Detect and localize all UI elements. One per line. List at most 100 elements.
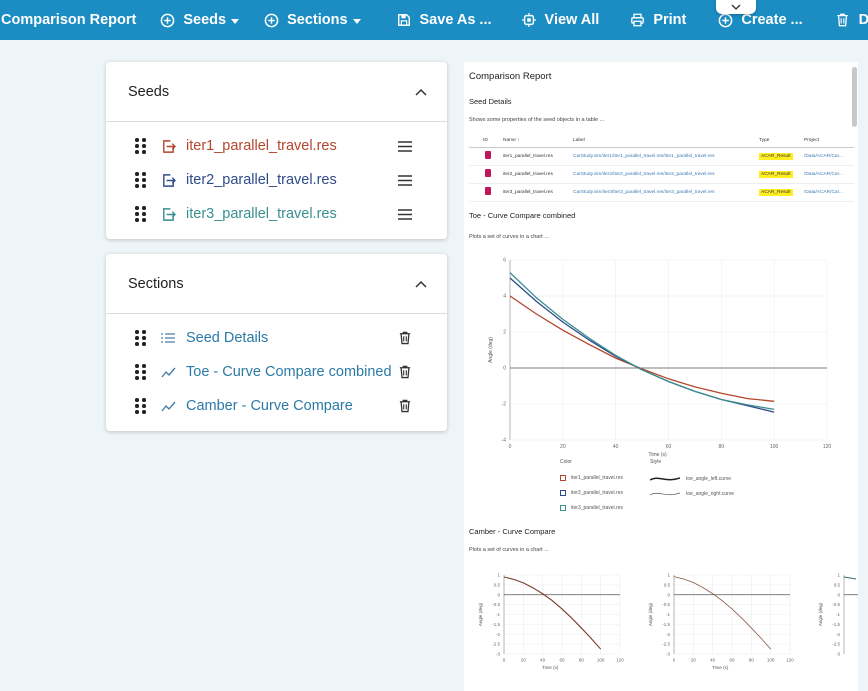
series-line bbox=[509, 272, 775, 411]
checkbox-icon[interactable] bbox=[560, 505, 566, 511]
seed-item-label: iter1_parallel_travel.res bbox=[186, 138, 337, 154]
scrollbar[interactable] bbox=[852, 67, 857, 127]
delete-button[interactable]: Delete bbox=[835, 0, 868, 40]
section-item-label: Toe - Curve Compare combined bbox=[186, 364, 392, 380]
add-circle-icon bbox=[717, 12, 733, 28]
y-tick-label: -0.5 bbox=[662, 602, 670, 607]
x-tick-label: 120 bbox=[823, 444, 832, 450]
y-tick-label: 0.5 bbox=[834, 582, 841, 587]
x-tick-label: 40 bbox=[540, 658, 546, 663]
seeds-panel: Seeds iter1_parallel_travel.res iter2_pa… bbox=[106, 62, 447, 239]
seeds-menu-button[interactable]: Seeds bbox=[159, 0, 240, 40]
seed-details-heading: Seed Details bbox=[469, 97, 512, 106]
hamburger-menu-icon[interactable] bbox=[397, 138, 413, 154]
table-column-header[interactable]: Project bbox=[804, 135, 854, 148]
x-tick-label: 100 bbox=[770, 444, 779, 450]
drag-handle-icon[interactable] bbox=[135, 172, 146, 188]
type-badge: ACAR_Result bbox=[759, 152, 793, 160]
series-line bbox=[843, 576, 857, 580]
drag-handle-icon[interactable] bbox=[135, 398, 146, 414]
chevron-up-icon[interactable] bbox=[415, 280, 427, 288]
caret-down-icon bbox=[352, 18, 361, 24]
table-row[interactable]: iter1_parallel_travel.res CarStudy.sim/i… bbox=[469, 147, 854, 166]
section-list-item[interactable]: Seed Details bbox=[106, 321, 447, 355]
y-tick-label: 0 bbox=[497, 592, 500, 597]
y-tick-label: 0 bbox=[667, 592, 670, 597]
table-column-header[interactable]: Name ↑ bbox=[503, 135, 573, 148]
toolbar-collapse-toggle[interactable] bbox=[716, 0, 756, 14]
result-file-icon bbox=[485, 187, 491, 195]
sections-menu-button[interactable]: Sections bbox=[263, 0, 361, 40]
line-chart-icon bbox=[160, 398, 176, 414]
trash-icon bbox=[835, 12, 851, 28]
section-list-item[interactable]: Toe - Curve Compare combined bbox=[106, 355, 447, 389]
y-tick-label: -2 bbox=[666, 632, 670, 637]
table-column-header[interactable]: Label bbox=[573, 135, 759, 148]
y-tick-label: 0 bbox=[837, 592, 840, 597]
section-list-item[interactable]: Camber - Curve Compare bbox=[106, 389, 447, 423]
report-preview[interactable]: Comparison Report Seed Details Shows som… bbox=[464, 62, 858, 691]
trash-icon[interactable] bbox=[397, 330, 413, 346]
x-tick-label: 40 bbox=[710, 658, 716, 663]
y-tick-label: -1.5 bbox=[832, 622, 840, 627]
legend-style-item: toe_angle_left.curve bbox=[650, 475, 731, 483]
y-tick-label: -3 bbox=[496, 652, 500, 657]
section-item-label: Seed Details bbox=[186, 330, 269, 346]
seed-list-item[interactable]: iter2_parallel_travel.res bbox=[106, 163, 447, 197]
checkbox-icon[interactable] bbox=[560, 490, 566, 496]
trash-icon[interactable] bbox=[397, 398, 413, 414]
type-badge: ACAR_Result bbox=[759, 188, 793, 196]
y-tick-label: -2 bbox=[496, 632, 500, 637]
x-tick-label: 120 bbox=[616, 658, 624, 663]
x-tick-label: 100 bbox=[767, 658, 775, 663]
y-tick-label: 2 bbox=[503, 330, 506, 336]
sections-panel-header[interactable]: Sections bbox=[106, 254, 447, 314]
y-tick-label: 1 bbox=[837, 573, 840, 578]
x-axis-label: Time (s) bbox=[542, 665, 559, 670]
checkbox-icon[interactable] bbox=[560, 475, 566, 481]
legend-item[interactable]: iter3_parallel_travel.res bbox=[560, 505, 623, 511]
x-axis-label: Time (s) bbox=[712, 665, 729, 670]
hamburger-menu-icon[interactable] bbox=[397, 172, 413, 188]
legend-item-label: iter2_parallel_travel.res bbox=[571, 490, 623, 496]
y-tick-label: 0.5 bbox=[494, 582, 501, 587]
x-tick-label: 80 bbox=[719, 444, 725, 450]
print-button[interactable]: Print bbox=[629, 0, 686, 40]
view-all-button[interactable]: View All bbox=[521, 0, 599, 40]
seed-list-item[interactable]: iter1_parallel_travel.res bbox=[106, 129, 447, 163]
y-tick-label: -1.5 bbox=[662, 622, 670, 627]
hamburger-menu-icon[interactable] bbox=[397, 206, 413, 222]
y-tick-label: -0.5 bbox=[492, 602, 500, 607]
drag-handle-icon[interactable] bbox=[135, 330, 146, 346]
table-column-header[interactable]: ID bbox=[475, 135, 503, 148]
print-icon bbox=[629, 12, 645, 28]
x-tick-label: 0 bbox=[509, 444, 512, 450]
legend-item[interactable]: iter2_parallel_travel.res bbox=[560, 490, 623, 496]
report-title: Comparison Report bbox=[469, 71, 552, 82]
table-row[interactable]: iter3_parallel_travel.res CarStudy.sim/i… bbox=[469, 183, 854, 202]
drag-handle-icon[interactable] bbox=[135, 364, 146, 380]
seeds-panel-header[interactable]: Seeds bbox=[106, 62, 447, 122]
result-file-icon bbox=[485, 151, 491, 159]
fit-view-icon bbox=[521, 12, 537, 28]
y-tick-label: -0.5 bbox=[832, 602, 840, 607]
x-tick-label: 20 bbox=[521, 658, 527, 663]
seed-result-icon bbox=[160, 172, 176, 188]
y-tick-label: -1 bbox=[836, 612, 840, 617]
result-file-icon bbox=[485, 169, 491, 177]
table-column-header[interactable]: Type bbox=[759, 135, 804, 148]
camber-chart-3: 1 0.5 0 -0.5 -1 -1.5 -2 -2.5 -3 Angle (deg) bbox=[818, 573, 858, 657]
seed-list-item[interactable]: iter3_parallel_travel.res bbox=[106, 197, 447, 231]
sections-menu-label: Sections bbox=[287, 12, 348, 28]
trash-icon[interactable] bbox=[397, 364, 413, 380]
drag-handle-icon[interactable] bbox=[135, 138, 146, 154]
legend-style-label: toe_angle_left.curve bbox=[686, 476, 732, 482]
table-row[interactable]: iter2_parallel_travel.res CarStudy.sim/i… bbox=[469, 165, 854, 184]
add-circle-icon bbox=[263, 12, 279, 28]
y-tick-label: 6 bbox=[503, 258, 506, 264]
legend-item[interactable]: iter1_parallel_travel.res bbox=[560, 475, 623, 481]
save-as-button[interactable]: Save As ... bbox=[396, 0, 492, 40]
chevron-up-icon[interactable] bbox=[415, 88, 427, 96]
drag-handle-icon[interactable] bbox=[135, 206, 146, 222]
table-cell-label: CarStudy.sim/iter1/iter1_parallel_travel… bbox=[573, 147, 759, 166]
